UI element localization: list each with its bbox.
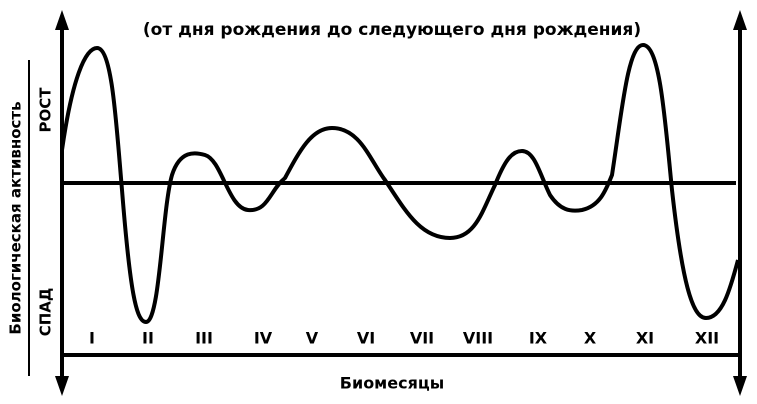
arrow-up-right — [733, 10, 747, 30]
arrow-down-left — [55, 376, 69, 396]
month-label: IV — [254, 329, 273, 348]
month-label: VIII — [463, 329, 493, 348]
month-label: VI — [357, 329, 375, 348]
month-label: V — [306, 329, 319, 348]
month-label: XII — [695, 329, 719, 348]
y-axis-label: Биологическая активность — [7, 101, 25, 334]
month-label: III — [195, 329, 213, 348]
activity-curve — [60, 42, 740, 325]
x-axis-label: Биомесяцы — [340, 374, 444, 393]
rise-label: РОСТ — [37, 87, 55, 133]
month-label: VII — [410, 329, 434, 348]
month-label: II — [142, 329, 154, 348]
arrow-up-left — [55, 10, 69, 30]
month-label: IX — [529, 329, 548, 348]
month-label: XI — [636, 329, 654, 348]
month-label: I — [89, 329, 95, 348]
subtitle: (от дня рождения до следующего дня рожде… — [143, 20, 641, 40]
arrow-down-right — [733, 376, 747, 396]
month-label: X — [584, 329, 597, 348]
fall-label: СПАД — [37, 288, 55, 337]
